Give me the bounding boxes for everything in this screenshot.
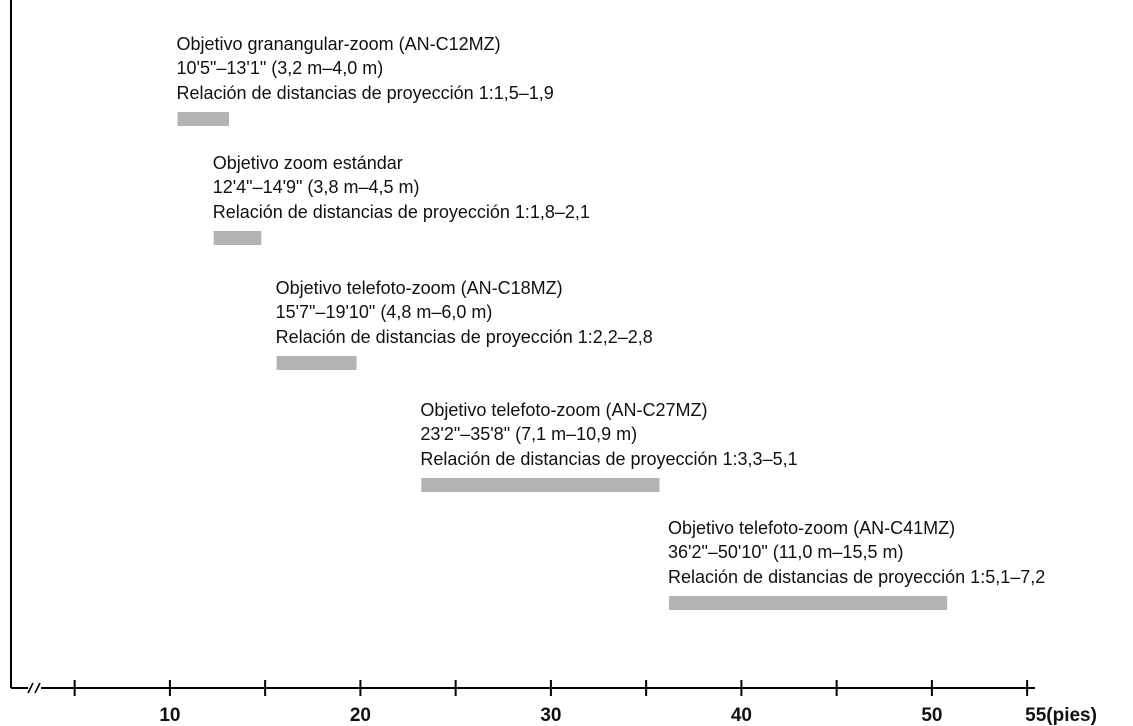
x-axis: 10 20 30 40 50 55(pies) [11,680,1097,726]
range-bar-2 [213,231,262,245]
lens-name-1: Objetivo granangular-zoom (AN-C12MZ) [177,34,501,54]
lens-range-5: 36'2"–50'10" (11,0 m–15,5 m) [668,542,903,562]
x-tick-label-10: 10 [159,705,180,726]
lens-name-4: Objetivo telefoto-zoom (AN-C27MZ) [420,400,707,420]
lens-name-3: Objetivo telefoto-zoom (AN-C18MZ) [276,278,563,298]
x-tick-label-50: 50 [921,705,942,726]
x-tick-label-40: 40 [731,705,752,726]
lens-ratio-3: Relación de distancias de proyección 1:2… [276,327,653,347]
lens-name-2: Objetivo zoom estándar [213,153,403,173]
lens-ratio-4: Relación de distancias de proyección 1:3… [420,449,797,469]
axis-break-icon [27,682,41,694]
lens-range-3: 15'7"–19'10" (4,8 m–6,0 m) [276,302,493,322]
lens-range-1: 10'5"–13'1" (3,2 m–4,0 m) [177,58,384,78]
x-tick-label-20: 20 [350,705,371,726]
lens-name-5: Objetivo telefoto-zoom (AN-C41MZ) [668,518,955,538]
lens-ratio-1: Relación de distancias de proyección 1:1… [177,83,554,103]
lens-range-4: 23'2"–35'8" (7,1 m–10,9 m) [420,424,637,444]
x-tick-label-55: 55(pies) [1025,705,1097,726]
lens-ratio-5: Relación de distancias de proyección 1:5… [668,567,1045,587]
range-bar-5 [669,596,948,610]
x-tick-label-30: 30 [540,705,561,726]
range-bar-3 [276,356,357,370]
range-bar-1 [177,112,229,126]
bars-layer [177,112,948,610]
lens-ratio-2: Relación de distancias de proyección 1:1… [213,202,590,222]
range-bar-4 [421,478,660,492]
labels-layer: Objetivo granangular-zoom (AN-C12MZ) 10'5… [177,34,1046,587]
lens-range-2: 12'4"–14'9" (3,8 m–4,5 m) [213,177,420,197]
